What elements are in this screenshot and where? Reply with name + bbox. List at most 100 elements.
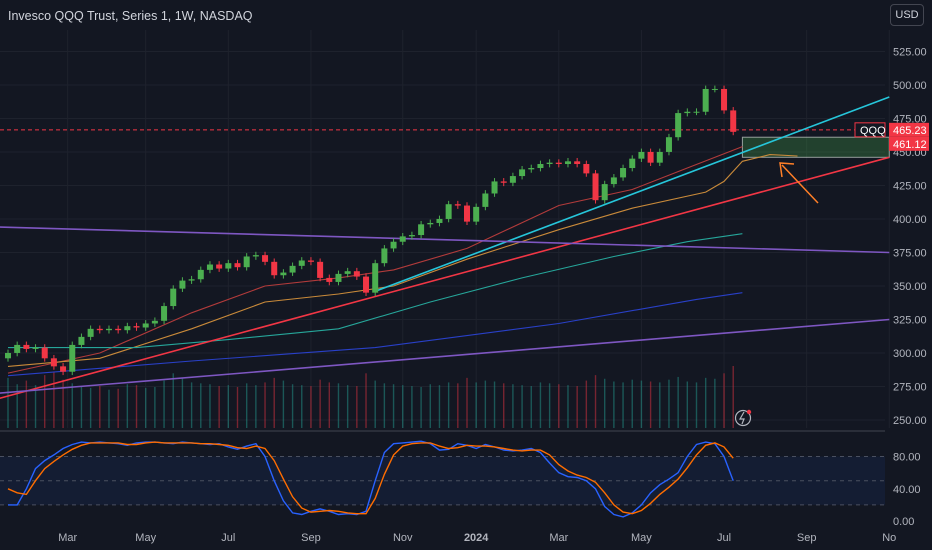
candle <box>124 326 131 331</box>
alert-icon-bolt <box>738 411 745 425</box>
candle <box>620 168 627 178</box>
time-tick-label: Mar <box>58 532 77 544</box>
volume-bar <box>631 379 633 428</box>
volume-bar <box>236 386 239 428</box>
volume-bar <box>200 383 202 428</box>
alert-icon[interactable] <box>734 409 752 427</box>
volume-bar <box>594 375 597 428</box>
candle <box>454 204 461 206</box>
candle <box>509 176 516 183</box>
price-tick-label: 375.00 <box>893 247 927 259</box>
candle <box>298 260 305 266</box>
price-tick-label: 525.00 <box>893 46 927 58</box>
volume-bar <box>659 382 661 428</box>
price-axis[interactable]: 250.00 275.00 300.00 325.00 350.00 375.00 400.… <box>893 46 927 427</box>
volume-bars <box>7 366 734 428</box>
trendline <box>0 318 890 394</box>
candle <box>500 181 507 183</box>
support-zone <box>0 129 890 158</box>
volume-bar <box>558 384 560 428</box>
volume-bar <box>319 379 321 428</box>
volume-bar <box>567 385 569 428</box>
volume-bar <box>530 386 532 428</box>
candle <box>344 271 351 274</box>
candle <box>142 323 149 328</box>
candle <box>491 181 498 194</box>
volume-bar <box>649 381 652 428</box>
time-tick-label: Jul <box>717 532 731 544</box>
candle <box>390 241 397 249</box>
candle <box>60 366 67 372</box>
candle <box>528 168 535 170</box>
moving-average-line <box>7 292 743 377</box>
price-tick-label: 425.00 <box>893 180 927 192</box>
time-tick-label: No <box>882 532 896 544</box>
candle <box>32 347 39 349</box>
volume-bar <box>163 380 165 428</box>
candle <box>427 222 434 225</box>
volume-bar <box>383 383 386 428</box>
volume-bar <box>16 384 18 428</box>
volume-bar <box>356 386 358 428</box>
price-tick-label: 275.00 <box>893 381 927 393</box>
candle <box>583 164 590 174</box>
candle <box>546 162 553 165</box>
symbol-tag: QQQ <box>860 125 886 137</box>
candle <box>225 263 232 269</box>
candle <box>78 336 85 345</box>
candle <box>271 261 278 276</box>
time-tick-label: Nov <box>393 532 413 544</box>
time-tick-label: Sep <box>301 532 321 544</box>
oscillator-axis[interactable]: 0.00 40.00 80.00 <box>893 452 921 528</box>
candle <box>96 328 103 331</box>
candle <box>730 110 737 132</box>
candle <box>234 263 241 268</box>
volume-bar <box>337 383 340 428</box>
volume-bar <box>365 373 367 428</box>
candle <box>326 277 333 282</box>
volume-bar <box>117 388 119 428</box>
volume-bar <box>548 383 551 428</box>
volume-bar <box>732 366 734 428</box>
trendline <box>0 156 890 400</box>
volume-bar <box>346 385 349 428</box>
volume-bar <box>25 380 28 428</box>
volume-bar <box>328 382 330 428</box>
alert-icon-ring <box>734 409 752 427</box>
oscillator-lines <box>7 440 734 518</box>
price-tick-label: 250.00 <box>893 415 927 427</box>
chart-title: Invesco QQQ Trust, Series 1, 1W, NASDAQ <box>8 9 253 23</box>
oscillator-tick-label: 40.00 <box>893 484 921 496</box>
moving-average-line <box>7 154 798 367</box>
volume-bar <box>227 385 230 428</box>
candle <box>317 261 324 278</box>
candle <box>170 288 177 307</box>
candle <box>574 161 581 165</box>
candle <box>206 264 213 270</box>
volume-bar <box>484 380 487 428</box>
price-tick-label: 325.00 <box>893 314 927 326</box>
candle <box>702 88 709 112</box>
alert-icon-dot <box>746 409 752 415</box>
support-zone-rect <box>741 136 890 158</box>
candle <box>197 269 204 280</box>
volume-bar <box>108 389 110 428</box>
volume-bar <box>438 385 441 428</box>
time-tick-label: May <box>135 532 156 544</box>
volume-bar <box>218 386 220 428</box>
volume-bar <box>585 380 588 428</box>
last-price-tag-box <box>889 122 929 137</box>
time-axis[interactable]: Mar May Jul Sep Nov 2024 Mar May Jul Sep No <box>58 532 896 544</box>
currency-button[interactable]: USD <box>890 4 924 26</box>
volume-bar <box>282 380 285 428</box>
volume-bar <box>392 384 395 428</box>
trendline <box>0 226 890 254</box>
volume-bar <box>126 384 129 428</box>
price-tick-label: 300.00 <box>893 348 927 360</box>
candle <box>665 137 672 152</box>
arrow-head <box>779 162 795 178</box>
time-tick-label: May <box>631 532 652 544</box>
volume-bar <box>447 382 450 428</box>
volume-bar <box>695 382 698 428</box>
